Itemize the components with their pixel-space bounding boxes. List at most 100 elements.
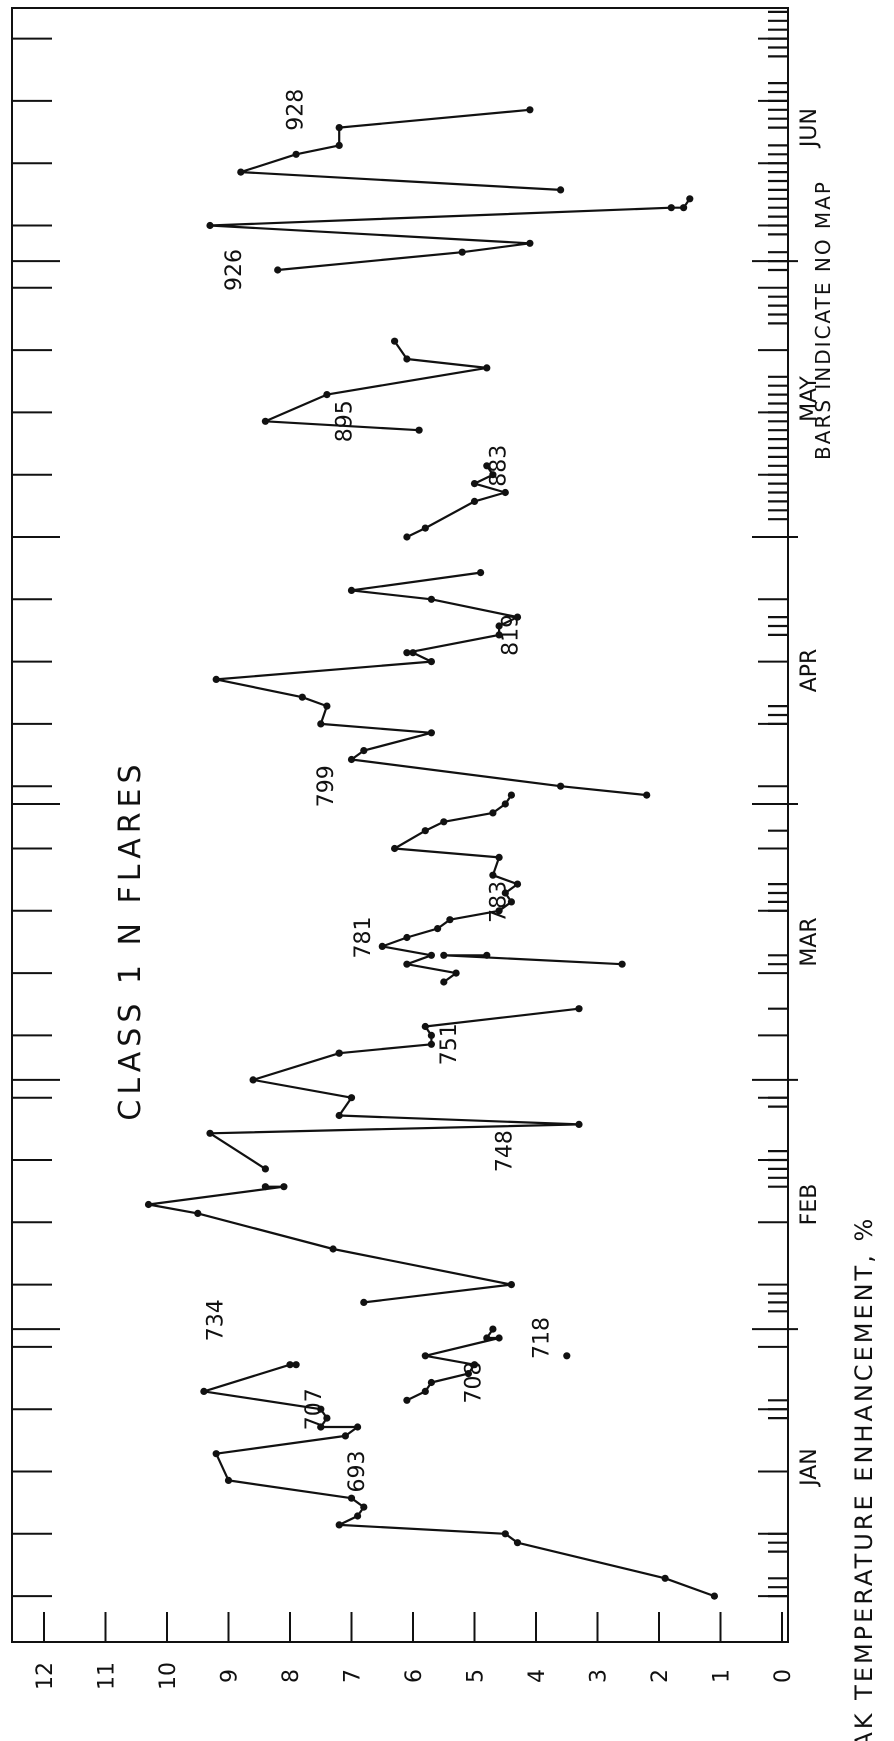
data-point bbox=[427, 1378, 435, 1387]
series-line-693 bbox=[215, 1425, 715, 1598]
data-point bbox=[403, 960, 411, 968]
series-label-883: 883 bbox=[486, 445, 511, 487]
data-point bbox=[298, 693, 306, 701]
data-point bbox=[513, 613, 522, 621]
value-tick-label: 5 bbox=[464, 1669, 489, 1683]
data-point bbox=[427, 1031, 435, 1039]
data-point bbox=[421, 1022, 429, 1031]
data-point bbox=[483, 1334, 491, 1342]
data-point bbox=[427, 658, 435, 666]
data-point bbox=[317, 720, 325, 728]
plot-frame bbox=[11, 7, 789, 1643]
series-layer: 693 707 708 718 734 748 751 781 783 799 819 883 895 9… bbox=[144, 89, 719, 1600]
series-707: 707 bbox=[200, 1361, 331, 1431]
series-line-928 bbox=[239, 108, 561, 191]
series-label-748: 748 bbox=[492, 1130, 517, 1172]
data-point bbox=[403, 533, 411, 541]
plot-border bbox=[11, 7, 789, 1643]
data-point bbox=[495, 631, 503, 639]
month-label: JUN bbox=[797, 108, 822, 149]
value-tick-label: 6 bbox=[402, 1669, 427, 1683]
value-tick-label: 8 bbox=[279, 1669, 304, 1683]
data-point bbox=[618, 960, 626, 968]
value-tick-label: 3 bbox=[587, 1669, 612, 1683]
data-point bbox=[280, 1183, 288, 1191]
data-point bbox=[667, 204, 675, 212]
data-point bbox=[489, 871, 497, 879]
data-point bbox=[513, 880, 522, 888]
data-point bbox=[427, 595, 435, 603]
series-label-799: 799 bbox=[314, 765, 339, 807]
series-734: 734 bbox=[144, 1183, 515, 1341]
series-label-708: 708 bbox=[462, 1362, 487, 1404]
data-point bbox=[427, 729, 435, 737]
data-point bbox=[421, 524, 429, 532]
series-751: 751 bbox=[335, 1005, 583, 1065]
data-point bbox=[464, 1370, 472, 1378]
series-label-707: 707 bbox=[302, 1388, 327, 1430]
series-line-783 bbox=[442, 954, 623, 966]
data-point bbox=[643, 791, 651, 799]
data-point bbox=[335, 1521, 343, 1529]
data-point bbox=[403, 355, 411, 363]
data-point bbox=[391, 844, 399, 853]
data-point bbox=[470, 1361, 479, 1369]
series-label-781: 781 bbox=[351, 917, 376, 959]
series-819: 819 bbox=[347, 569, 524, 657]
data-point bbox=[710, 1592, 719, 1600]
value-tick-label: 1 bbox=[710, 1669, 735, 1683]
data-point bbox=[403, 1396, 411, 1404]
series-label-895: 895 bbox=[333, 400, 358, 442]
data-point bbox=[323, 391, 331, 399]
series-708: 708 bbox=[403, 1325, 503, 1404]
data-point bbox=[495, 907, 503, 915]
data-point bbox=[507, 898, 515, 906]
series-label-751: 751 bbox=[437, 1023, 462, 1065]
data-point bbox=[347, 1094, 356, 1102]
data-point bbox=[440, 818, 448, 826]
series-693: 693 bbox=[212, 1423, 719, 1600]
value-tick-label: 4 bbox=[525, 1669, 550, 1683]
value-tick-label: 2 bbox=[648, 1669, 673, 1683]
series-line-895 bbox=[264, 340, 488, 432]
data-point bbox=[403, 649, 411, 657]
data-point bbox=[206, 221, 214, 230]
data-point bbox=[329, 1245, 337, 1253]
data-point bbox=[680, 204, 688, 212]
series-label-718: 718 bbox=[529, 1317, 554, 1359]
data-point bbox=[575, 1005, 583, 1013]
data-point bbox=[360, 1503, 368, 1511]
data-point bbox=[237, 168, 245, 176]
data-point bbox=[421, 827, 429, 835]
series-799: 799 bbox=[212, 649, 651, 807]
data-point bbox=[200, 1387, 208, 1395]
data-point bbox=[446, 916, 454, 924]
data-point bbox=[434, 925, 442, 933]
month-label: FEB bbox=[797, 1184, 822, 1226]
series-895: 895 bbox=[261, 337, 491, 442]
series-748: 748 bbox=[206, 1049, 583, 1173]
series-label-693: 693 bbox=[345, 1451, 370, 1493]
series-label-926: 926 bbox=[222, 249, 247, 291]
data-point bbox=[563, 1352, 571, 1360]
data-point bbox=[360, 747, 368, 755]
data-point bbox=[661, 1574, 669, 1582]
data-point bbox=[224, 1476, 233, 1484]
data-point bbox=[557, 782, 565, 790]
month-label: MAY bbox=[797, 376, 822, 422]
month-label: MAR bbox=[797, 917, 822, 966]
series-label-734: 734 bbox=[203, 1299, 228, 1341]
data-point bbox=[501, 1530, 509, 1538]
data-point bbox=[249, 1076, 257, 1084]
value-tick-label: 11 bbox=[95, 1662, 120, 1690]
data-point bbox=[495, 853, 503, 862]
month-label: JAN bbox=[797, 1448, 822, 1488]
data-point bbox=[347, 755, 356, 764]
data-point bbox=[335, 124, 343, 132]
no-map-bars bbox=[768, 10, 788, 1598]
data-point bbox=[458, 248, 466, 256]
data-point bbox=[470, 480, 479, 488]
data-point bbox=[427, 951, 435, 959]
